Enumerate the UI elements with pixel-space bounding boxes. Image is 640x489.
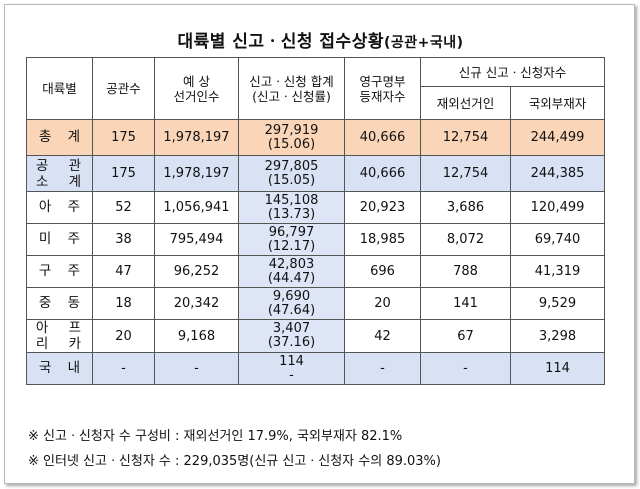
cell-expected: 1,056,941 [154,191,239,224]
header-total: 신고ㆍ신청 합계 (신고ㆍ신청률) [238,57,345,120]
cell-missions: 47 [92,255,155,288]
cell-region: 구 주 [26,255,93,288]
cell-expected: - [154,352,239,385]
cell-total-value: 9,690 [272,288,311,304]
cell-overseas: 3,686 [420,191,511,224]
cell-expected: 9,168 [154,319,239,353]
table-row: 국 내 - - 114- - - 114 [26,352,606,385]
cell-total: 96,797 (12.17) [238,223,345,256]
cell-total: 9,690 (47.64) [238,287,345,320]
cell-region: 미 주 [26,223,93,256]
cell-total-value: 114 [279,353,304,369]
cell-absentee: 69,740 [509,223,606,256]
table-row: 중 동 18 20,342 9,690 (47.64) 20 141 9,529 [26,287,606,320]
footnote: ※ 신고ㆍ신청자 수 구성비 : 재외선거인 17.9%, 국외부재자 82.1… [28,429,403,444]
cell-total-rate: (44.47) [267,270,316,286]
footnotes: ※ 신고ㆍ신청자 수 구성비 : 재외선거인 17.9%, 국외부재자 82.1… [28,424,441,474]
cell-permanent: 20,923 [344,191,421,224]
cell-total-value: 297,919 [264,122,319,138]
cell-permanent: 20 [344,287,421,320]
header-new-group: 신규 신고ㆍ신청자수 [419,57,606,87]
cell-permanent: 40,666 [344,119,421,156]
cell-total-value: 96,797 [268,224,315,240]
cell-expected: 1,978,197 [154,119,239,156]
footnote: ※ 인터넷 신고ㆍ신청자 수 : 229,035명(신규 신고ㆍ신청자 수의 8… [28,454,441,469]
cell-total: 114- [238,352,345,385]
cell-overseas: 67 [420,319,511,353]
header-absentee: 국외부재자 [509,86,606,120]
cell-overseas: 8,072 [420,223,511,256]
cell-permanent: - [344,352,421,385]
cell-total: 297,805 (15.05) [238,155,345,192]
table-row: 구 주 47 96,252 42,803 (44.47) 696 788 41,3… [26,255,606,288]
cell-permanent: 18,985 [344,223,421,256]
cell-permanent: 42 [344,319,421,353]
cell-total-rate: (47.64) [267,302,316,318]
cell-total-rate: (12.17) [267,238,316,254]
cell-total-rate: (13.73) [267,206,316,222]
cell-overseas: 12,754 [420,155,511,192]
cell-absentee: 244,499 [509,119,606,156]
cell-absentee: 244,385 [509,155,606,192]
table-row: 미 주 38 795,494 96,797 (12.17) 18,985 8,07… [26,223,606,256]
cell-region: 중 동 [26,287,93,320]
page-title: 대륙별 신고ㆍ신청 접수상황(공관+국내) [5,27,636,52]
cell-total: 145,108 (13.73) [238,191,345,224]
cell-overseas: 141 [420,287,511,320]
header-missions: 공관수 [92,57,155,120]
cell-absentee: 3,298 [509,319,606,353]
header-permanent: 영구명부 등재자수 [344,57,421,120]
cell-total-rate: (15.06) [267,136,316,152]
cell-absentee: 120,499 [509,191,606,224]
cell-missions: 38 [92,223,155,256]
cell-expected: 795,494 [154,223,239,256]
cell-missions: 175 [92,119,155,156]
cell-total-value: 42,803 [268,256,315,272]
cell-region: 아 주 [26,191,93,224]
cell-region: 국 내 [26,352,93,385]
cell-region: 총 계 [26,119,93,156]
table-row: 아 프 리 카 20 9,168 3,407 (37.16) 42 67 3,29… [26,319,606,353]
cell-overseas: - [420,352,511,385]
table-row: 총 계 175 1,978,197 297,919 (15.06) 40,666 … [26,119,606,156]
cell-total: 3,407 (37.16) [238,319,345,353]
header-region: 대륙별 [26,57,93,120]
cell-permanent: 696 [344,255,421,288]
cell-total: 297,919 (15.06) [238,119,345,156]
cell-missions: 20 [92,319,155,353]
cell-region: 공 관 소 계 [26,155,93,192]
table-row: 공 관 소 계 175 1,978,197 297,805 (15.05) 40,… [26,155,606,192]
cell-absentee: 9,529 [509,287,606,320]
header-expected: 예 상 선거인수 [154,57,239,120]
cell-overseas: 788 [420,255,511,288]
cell-total-value: 145,108 [264,192,319,208]
cell-expected: 20,342 [154,287,239,320]
cell-total-rate: (15.05) [267,172,316,188]
cell-permanent: 40,666 [344,155,421,192]
cell-missions: - [92,352,155,385]
cell-overseas: 12,754 [420,119,511,156]
table-row: 아 주 52 1,056,941 145,108 (13.73) 20,923 3… [26,191,606,224]
header-overseas-voters: 재외선거인 [420,86,511,120]
cell-absentee: 114 [509,352,606,385]
cell-total-rate: - [289,367,294,383]
title-main: 대륙별 신고ㆍ신청 접수상황 [177,32,384,52]
header-subrow: 재외선거인 국외부재자 [27,86,606,120]
cell-expected: 1,978,197 [154,155,239,192]
cell-total: 42,803 (44.47) [238,255,345,288]
header-row: 대륙별 공관수 예 상 선거인수 신고ㆍ신청 합계 (신고ㆍ신청률) 영구명부 … [26,57,606,120]
cell-total-rate: (37.16) [267,335,316,350]
cell-missions: 52 [92,191,155,224]
registration-table: 대륙별 공관수 예 상 선거인수 신고ㆍ신청 합계 (신고ㆍ신청률) 영구명부 … [26,57,606,385]
cell-missions: 18 [92,287,155,320]
cell-missions: 175 [92,155,155,192]
cell-absentee: 41,319 [509,255,606,288]
cell-region: 아 프 리 카 [26,319,93,353]
title-sub: (공관+국내) [383,35,464,51]
cell-expected: 96,252 [154,255,239,288]
cell-total-value: 3,407 [272,321,311,336]
cell-total-value: 297,805 [264,158,319,174]
